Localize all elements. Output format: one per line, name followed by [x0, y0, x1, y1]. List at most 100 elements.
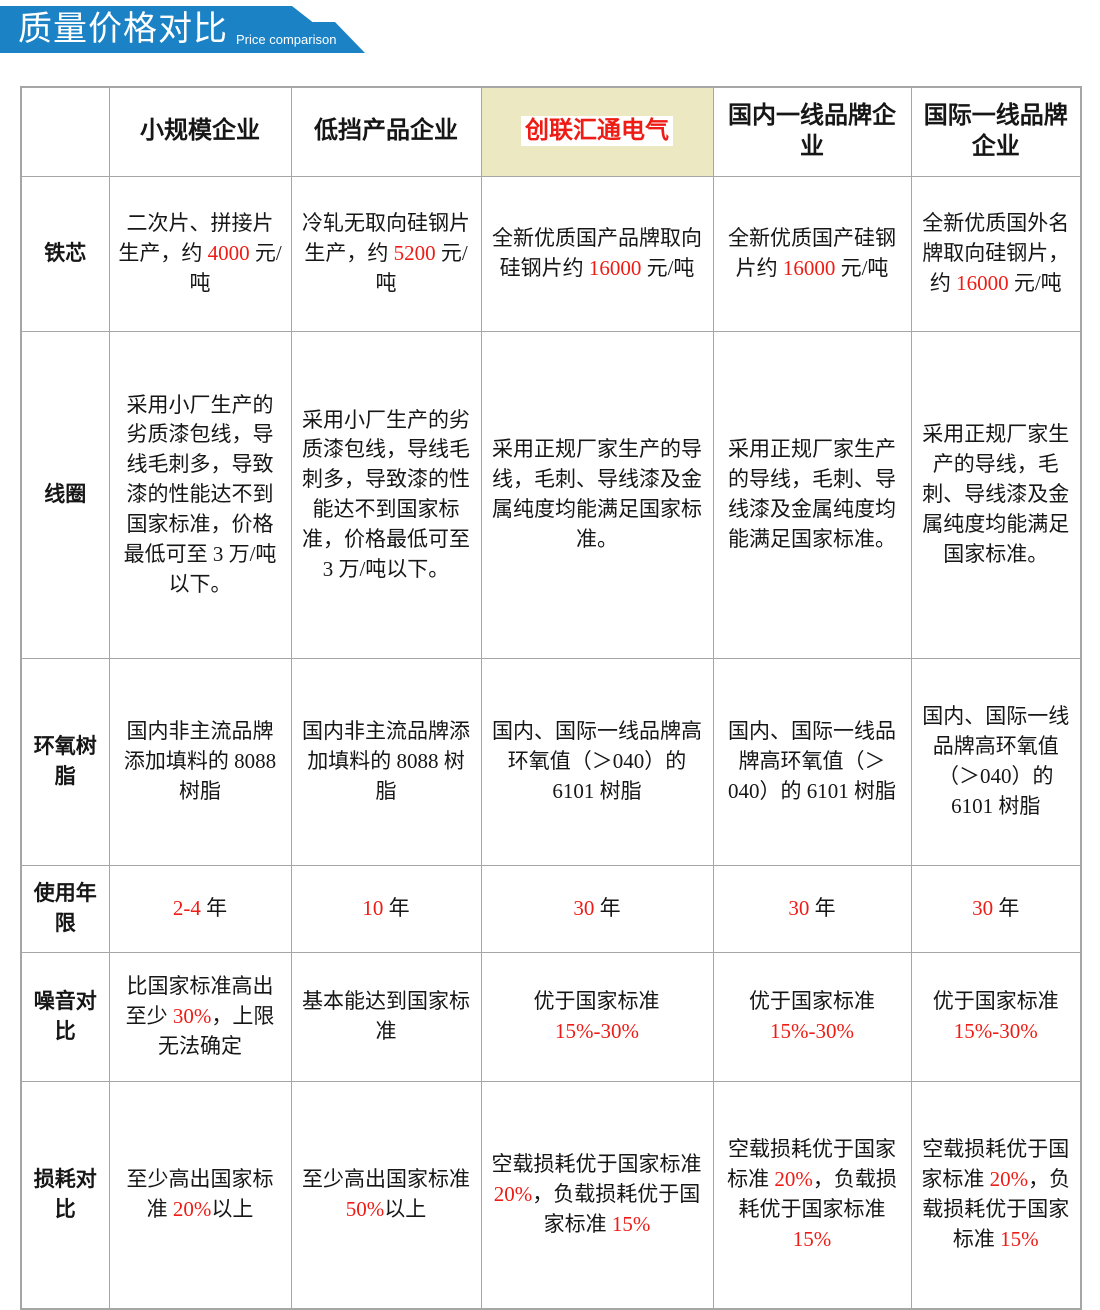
- cell-content: 空载损耗优于国家标准 20%，负载损耗优于国家标准 15%: [920, 1135, 1073, 1254]
- cell-lowend-5: 至少高出国家标准 50%以上: [290, 1081, 482, 1310]
- cell-content: 10 年: [300, 894, 473, 924]
- cell-content: 30 年: [920, 894, 1073, 924]
- cell-content: 至少高出国家标准 50%以上: [300, 1165, 473, 1225]
- header-cell-lowend: 低挡产品企业: [290, 86, 482, 177]
- banner-title: 质量价格对比: [18, 10, 228, 48]
- header-cell-domestic: 国内一线品牌企业: [712, 86, 912, 177]
- highlighted-value: 30: [972, 896, 994, 921]
- cell-text: 采用正规厂家生产的导线，毛刺、导线漆及金属纯度均能满足国家标准。: [492, 437, 702, 551]
- cell-content: 国内、国际一线品牌高环氧值（＞040）的 6101 树脂: [920, 702, 1073, 821]
- cell-intl-5: 空载损耗优于国家标准 20%，负载损耗优于国家标准 15%: [910, 1081, 1082, 1310]
- cell-small-0: 二次片、拼接片生产，约 4000 元/吨: [108, 176, 292, 332]
- highlighted-value: 2-4: [172, 896, 201, 921]
- header-cell-small: 小规模企业: [108, 86, 292, 177]
- cell-domestic-4: 优于国家标准 15%-30%: [712, 952, 912, 1082]
- table-row: 线圈 采用小厂生产的劣质漆包线，导线毛刺多，导致漆的性能达不到国家标准，价格最低可…: [20, 331, 1082, 659]
- cell-content: 采用正规厂家生产的导线，毛刺、导线漆及金属纯度均能满足国家标准。: [722, 435, 903, 554]
- highlighted-value: 15%: [792, 1226, 832, 1251]
- cell-text: ，负载损耗优于国家标准: [922, 1167, 1071, 1251]
- row-label-1: 线圈: [20, 331, 110, 659]
- cell-content: 采用小厂生产的劣质漆包线，导线毛刺多，导致漆的性能达不到国家标准，价格最低可至 …: [300, 406, 473, 585]
- table-row: 使用年限 2-4 年 10 年 30 年 30 年 30 年: [20, 865, 1082, 953]
- cell-ours-5: 空载损耗优于国家标准 20%，负载损耗优于国家标准 15%: [480, 1081, 714, 1310]
- cell-text: 年: [200, 896, 228, 921]
- highlighted-value: 15%-30%: [770, 1019, 854, 1043]
- highlighted-value: 16000: [956, 270, 1009, 295]
- cell-content: 采用正规厂家生产的导线，毛刺、导线漆及金属纯度均能满足国家标准。: [490, 435, 705, 554]
- cell-content: 国内非主流品牌添加填料的 8088 树脂: [300, 717, 473, 806]
- cell-small-1: 采用小厂生产的劣质漆包线，导线毛刺多，导致漆的性能达不到国家标准，价格最低可至 …: [108, 331, 292, 659]
- cell-small-2: 国内非主流品牌添加填料的 8088 树脂: [108, 658, 292, 866]
- cell-intl-1: 采用正规厂家生产的导线，毛刺、导线漆及金属纯度均能满足国家标准。: [910, 331, 1082, 659]
- cell-lowend-3: 10 年: [290, 865, 482, 953]
- cell-text: 采用正规厂家生产的导线，毛刺、导线漆及金属纯度均能满足国家标准。: [922, 422, 1070, 566]
- cell-content: 30 年: [490, 894, 705, 924]
- highlighted-value: 30: [788, 896, 810, 921]
- cell-domestic-5: 空载损耗优于国家标准 20%，负载损耗优于国家标准 15%: [712, 1081, 912, 1310]
- cell-small-4: 比国家标准高出至少 30%，上限无法确定: [108, 952, 292, 1082]
- cell-content: 基本能达到国家标准: [300, 987, 473, 1047]
- cell-ours-1: 采用正规厂家生产的导线，毛刺、导线漆及金属纯度均能满足国家标准。: [480, 331, 714, 659]
- row-label-5: 损耗对比: [20, 1081, 110, 1310]
- table-row: 损耗对比 至少高出国家标准 20%以上 至少高出国家标准 50%以上 空载损耗优于国家…: [20, 1081, 1082, 1310]
- cell-text: 年: [809, 896, 836, 921]
- row-label-3: 使用年限: [20, 865, 110, 953]
- cell-text: 以上: [211, 1197, 254, 1221]
- cell-text: 国内非主流品牌添加填料的 8088 树脂: [302, 719, 470, 803]
- cell-content: 空载损耗优于国家标准 20%，负载损耗优于国家标准 15%: [722, 1135, 903, 1254]
- cell-intl-4: 优于国家标准 15%-30%: [910, 952, 1082, 1082]
- cell-ours-0: 全新优质国产品牌取向硅钢片约 16000 元/吨: [480, 176, 714, 332]
- cell-content: 全新优质国产硅钢片约 16000 元/吨: [722, 224, 903, 284]
- header-cell-blank: [20, 86, 110, 177]
- cell-text: 国内、国际一线品牌高环氧值（＞040）的 6101 树脂: [492, 719, 702, 803]
- cell-text: 国内非主流品牌添加填料的 8088 树脂: [123, 719, 277, 803]
- table-header-row: 小规模企业 低挡产品企业 创联汇通电气 国内一线品牌企业 国际一线品牌企业: [20, 86, 1082, 177]
- highlighted-value: 5200: [393, 241, 436, 266]
- cell-text: 至少高出国家标准: [302, 1167, 470, 1192]
- highlighted-value: 16000: [588, 256, 642, 280]
- cell-text: 空载损耗优于国家标准: [491, 1152, 702, 1177]
- cell-content: 二次片、拼接片生产，约 4000 元/吨: [118, 209, 283, 298]
- cell-lowend-2: 国内非主流品牌添加填料的 8088 树脂: [290, 658, 482, 866]
- cell-text: ，负载损耗优于国家标准: [532, 1182, 701, 1236]
- cell-text: 年: [993, 896, 1020, 921]
- cell-text: ，负载损耗优于国家标准: [738, 1167, 897, 1221]
- cell-text: 元/吨: [641, 256, 695, 280]
- banner-subtitle: Price comparison: [236, 32, 337, 47]
- cell-lowend-1: 采用小厂生产的劣质漆包线，导线毛刺多，导致漆的性能达不到国家标准，价格最低可至 …: [290, 331, 482, 659]
- page-banner: 质量价格对比 Price comparison: [0, 0, 1100, 62]
- cell-text: 国内、国际一线品牌高环氧值（＞040）的 6101 树脂: [922, 704, 1070, 818]
- highlighted-value: 15%-30%: [555, 1019, 639, 1043]
- cell-content: 空载损耗优于国家标准 20%，负载损耗优于国家标准 15%: [490, 1150, 705, 1239]
- cell-text: 全新优质国产品牌取向硅钢片约: [492, 226, 702, 280]
- cell-text: 全新优质国产硅钢片约: [728, 226, 896, 280]
- header-cell-ours: 创联汇通电气: [480, 86, 714, 177]
- banner-shape: [0, 6, 352, 53]
- cell-ours-3: 30 年: [480, 865, 714, 953]
- cell-text: 国内、国际一线品牌高环氧值（＞040）的 6101 树脂: [728, 719, 896, 803]
- cell-small-3: 2-4 年: [108, 865, 292, 953]
- cell-text: 采用小厂生产的劣质漆包线，导线毛刺多，导致漆的性能达不到国家标准，价格最低可至 …: [123, 392, 277, 596]
- cell-intl-2: 国内、国际一线品牌高环氧值（＞040）的 6101 树脂: [910, 658, 1082, 866]
- cell-content: 国内、国际一线品牌高环氧值（＞040）的 6101 树脂: [722, 717, 903, 806]
- row-label-4: 噪音对比: [20, 952, 110, 1082]
- cell-lowend-0: 冷轧无取向硅钢片生产，约 5200 元/吨: [290, 176, 482, 332]
- cell-domestic-1: 采用正规厂家生产的导线，毛刺、导线漆及金属纯度均能满足国家标准。: [712, 331, 912, 659]
- cell-text: 全新优质国外名牌取向硅钢片，约: [922, 211, 1070, 295]
- cell-content: 国内、国际一线品牌高环氧值（＞040）的 6101 树脂: [490, 717, 705, 806]
- cell-small-5: 至少高出国家标准 20%以上: [108, 1081, 292, 1310]
- cell-text: 基本能达到国家标准: [302, 989, 470, 1043]
- cell-text: 比国家标准高出至少: [125, 974, 274, 1029]
- table-row: 噪音对比 比国家标准高出至少 30%，上限无法确定 基本能达到国家标准 优于国家标准 …: [20, 952, 1082, 1082]
- cell-content: 全新优质国产品牌取向硅钢片约 16000 元/吨: [490, 224, 705, 284]
- row-label-0: 铁芯: [20, 176, 110, 332]
- cell-text: 以上: [384, 1197, 427, 1221]
- cell-content: 全新优质国外名牌取向硅钢片，约 16000 元/吨: [920, 209, 1073, 298]
- header-cell-intl: 国际一线品牌企业: [910, 86, 1082, 177]
- cell-text: 至少高出国家标准: [126, 1167, 274, 1221]
- cell-text: 优于国家标准: [932, 989, 1059, 1014]
- highlighted-value: 30%: [172, 1004, 212, 1029]
- cell-text: ，上限无法确定: [158, 1004, 275, 1058]
- cell-content: 优于国家标准 15%-30%: [722, 987, 903, 1047]
- cell-text: 元/吨: [189, 241, 282, 295]
